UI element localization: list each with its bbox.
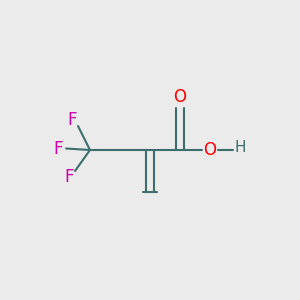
Text: O: O (203, 141, 217, 159)
Text: F: F (67, 111, 77, 129)
Text: H: H (234, 140, 246, 155)
Text: F: F (64, 168, 74, 186)
Text: O: O (173, 88, 187, 106)
Text: F: F (54, 140, 63, 158)
